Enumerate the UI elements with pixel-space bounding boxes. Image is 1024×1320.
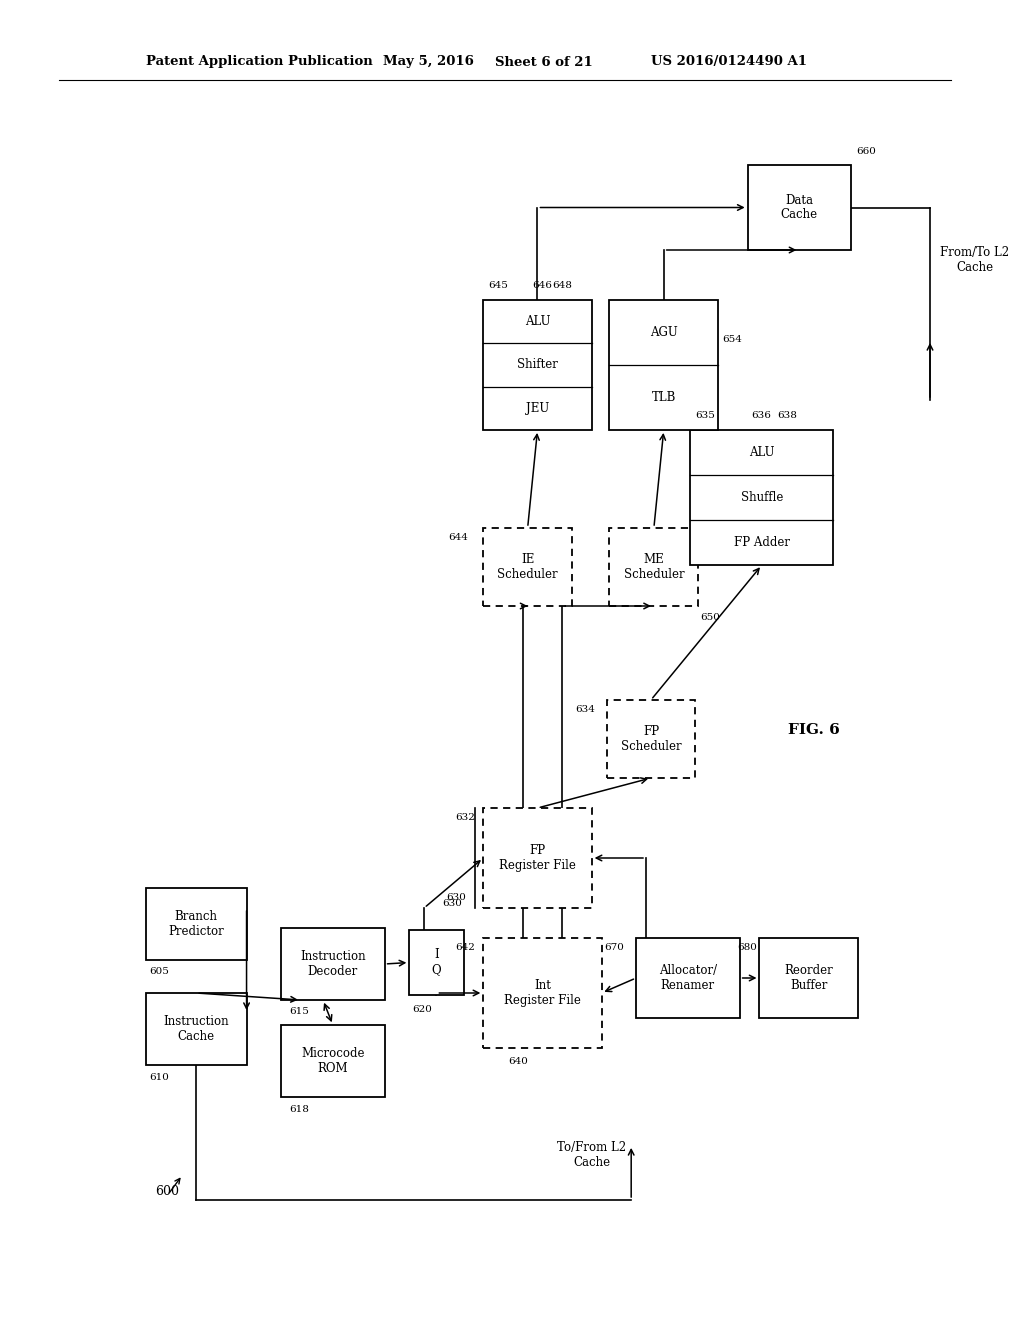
Text: I
Q: I Q (431, 949, 441, 977)
Text: 660: 660 (856, 147, 876, 156)
Text: 615: 615 (289, 1007, 309, 1016)
Text: Reorder
Buffer: Reorder Buffer (784, 964, 834, 993)
Text: From/To L2
Cache: From/To L2 Cache (940, 246, 1009, 275)
Text: Sheet 6 of 21: Sheet 6 of 21 (495, 55, 593, 69)
Bar (748, 165, 851, 249)
Bar (281, 1026, 385, 1097)
Text: Microcode
ROM: Microcode ROM (301, 1047, 365, 1074)
Text: FP Adder: FP Adder (734, 536, 790, 549)
Text: 650: 650 (700, 614, 720, 623)
Text: FP
Scheduler: FP Scheduler (621, 725, 681, 752)
Bar (146, 888, 247, 960)
Text: 646: 646 (532, 281, 552, 290)
Text: Patent Application Publication: Patent Application Publication (146, 55, 373, 69)
Text: 680: 680 (737, 944, 758, 953)
Text: 654: 654 (722, 335, 741, 345)
Text: Allocator/
Renamer: Allocator/ Renamer (658, 964, 717, 993)
Text: 645: 645 (488, 281, 508, 290)
Text: 618: 618 (289, 1105, 309, 1114)
Text: Shuffle: Shuffle (740, 491, 783, 504)
Bar (146, 993, 247, 1065)
Bar (483, 300, 592, 430)
Text: Data
Cache: Data Cache (780, 194, 818, 222)
Bar (609, 528, 698, 606)
Text: US 2016/0124490 A1: US 2016/0124490 A1 (651, 55, 807, 69)
Text: 630: 630 (445, 894, 466, 903)
Bar (690, 430, 834, 565)
Text: Int
Register File: Int Register File (504, 979, 581, 1007)
Bar (281, 928, 385, 1001)
Bar (483, 939, 602, 1048)
Text: 605: 605 (148, 968, 169, 977)
Text: 648: 648 (552, 281, 572, 290)
Text: 635: 635 (695, 412, 715, 421)
Text: Branch
Predictor: Branch Predictor (168, 909, 224, 939)
Text: Shifter: Shifter (517, 359, 558, 371)
Text: 620: 620 (413, 1005, 432, 1014)
Text: IE
Scheduler: IE Scheduler (498, 553, 558, 581)
Text: ME
Scheduler: ME Scheduler (624, 553, 684, 581)
Text: 600: 600 (155, 1185, 179, 1199)
Text: 610: 610 (148, 1072, 169, 1081)
Text: 640: 640 (508, 1057, 527, 1067)
Text: May 5, 2016: May 5, 2016 (383, 55, 473, 69)
Text: FP
Register File: FP Register File (499, 843, 575, 873)
Text: FIG. 6: FIG. 6 (787, 723, 840, 737)
Text: 634: 634 (574, 705, 595, 714)
Bar (760, 939, 858, 1018)
Text: ALU: ALU (524, 315, 550, 329)
Text: ALU: ALU (750, 446, 774, 459)
Text: 644: 644 (449, 533, 469, 543)
Text: Instruction
Cache: Instruction Cache (164, 1015, 229, 1043)
Text: To/From L2
Cache: To/From L2 Cache (557, 1140, 627, 1170)
Bar (410, 931, 464, 995)
Bar (606, 700, 695, 777)
Bar (483, 808, 592, 908)
Text: AGU: AGU (650, 326, 678, 339)
Bar (636, 939, 739, 1018)
Text: Instruction
Decoder: Instruction Decoder (300, 950, 366, 978)
Text: TLB: TLB (651, 391, 676, 404)
Text: 642: 642 (456, 944, 475, 953)
Text: JEU: JEU (526, 401, 549, 414)
Bar (609, 300, 718, 430)
Text: 638: 638 (777, 412, 797, 421)
Text: 630: 630 (441, 899, 462, 908)
Bar (483, 528, 572, 606)
Text: 636: 636 (752, 412, 771, 421)
Text: 670: 670 (604, 944, 625, 953)
Text: 632: 632 (456, 813, 475, 822)
